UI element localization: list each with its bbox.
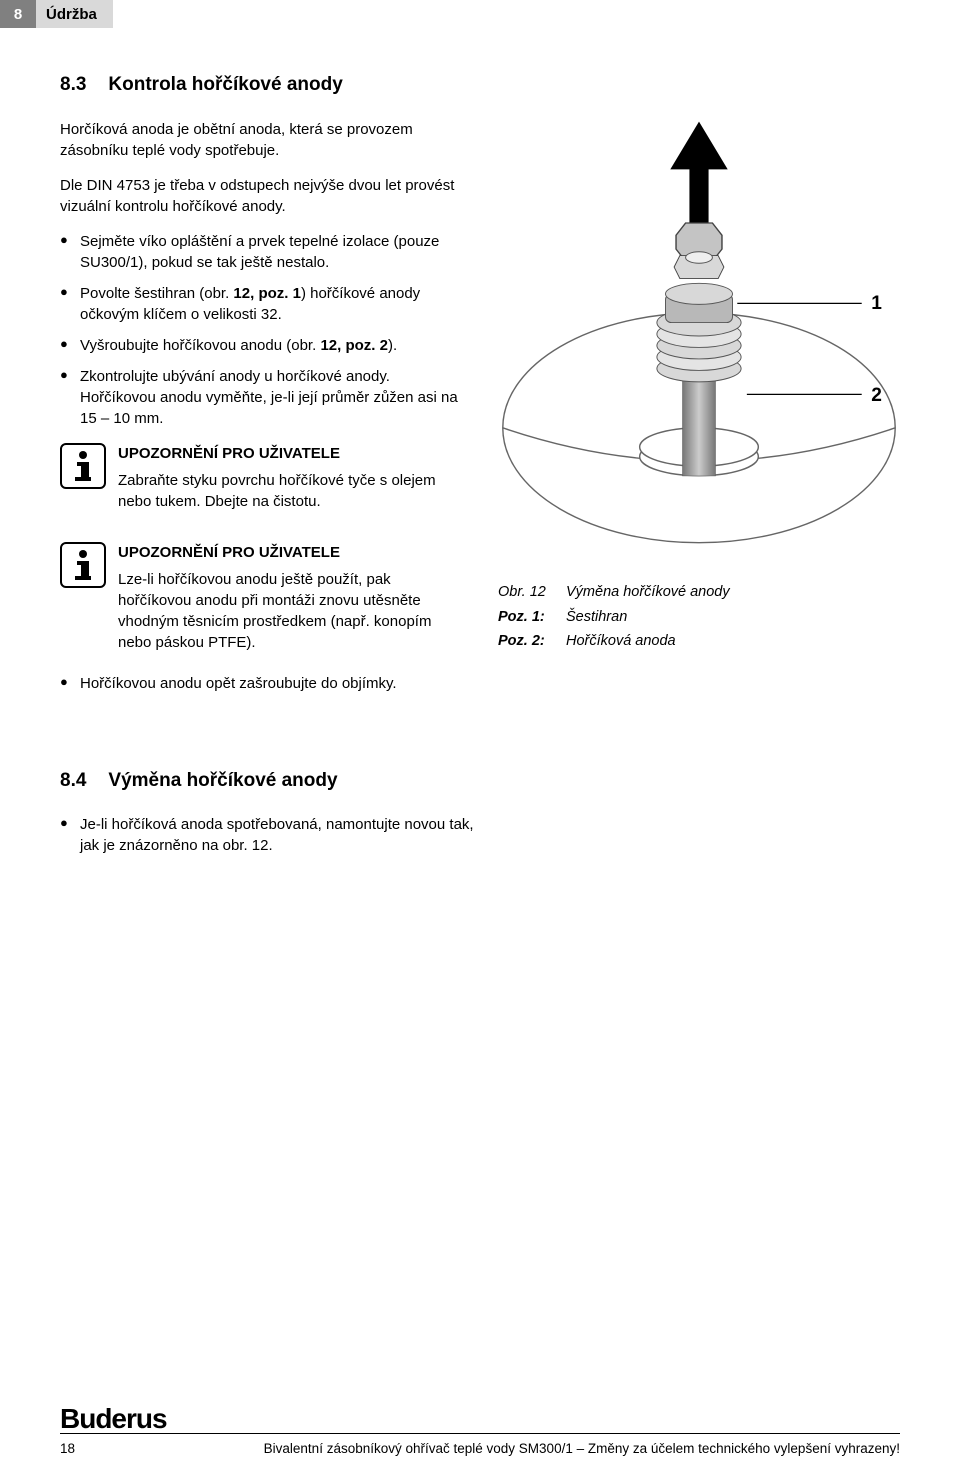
section-num: 8.3 — [60, 72, 86, 99]
left-column: 8.3 Kontrola hořčíkové anody Horčíková a… — [60, 72, 462, 708]
user-note-1: UPOZORNĚNÍ PRO UŽIVATELE Zabraňte styku … — [60, 443, 462, 512]
chapter-title: Údržba — [36, 0, 113, 28]
buderus-logo: Buderus — [60, 1403, 230, 1435]
page-footer: 18 Bivalentní zásobníkový ohřívač teplé … — [60, 1433, 900, 1459]
footer-text: Bivalentní zásobníkový ohřívač teplé vod… — [264, 1440, 900, 1459]
bullet-list-3: Je-li hořčíková anoda spotřebovaná, namo… — [60, 814, 480, 856]
two-column-layout: 8.3 Kontrola hořčíkové anody Horčíková a… — [60, 72, 900, 708]
section-84: 8.4 Výměna hořčíkové anody Je-li hořčíko… — [60, 768, 900, 857]
pos1-label: Poz. 1: — [498, 607, 556, 627]
right-column: 1 2 Obr. 12 Výměna hořčíkové anod — [498, 72, 900, 708]
note-text: UPOZORNĚNÍ PRO UŽIVATELE Zabraňte styku … — [118, 443, 462, 512]
info-icon — [60, 443, 106, 489]
user-note-2: UPOZORNĚNÍ PRO UŽIVATELE Lze-li hořčíkov… — [60, 542, 462, 653]
figure-title: Výměna hořčíkové anody — [566, 582, 730, 602]
note-body: Lze-li hořčíkovou anodu ještě použít, pa… — [118, 569, 462, 653]
svg-text:Buderus: Buderus — [60, 1403, 167, 1434]
page-content: 8.3 Kontrola hořčíkové anody Horčíková a… — [0, 72, 960, 856]
arrow-up-icon — [670, 122, 727, 227]
callout-1: 1 — [871, 293, 882, 314]
figure-label: Obr. 12 — [498, 582, 556, 602]
bullet-list-1: Sejměte víko opláštění a prvek tepelné i… — [60, 231, 462, 429]
section-title: Výměna hořčíkové anody — [108, 768, 337, 795]
pos2-label: Poz. 2: — [498, 631, 556, 651]
section-title: Kontrola hořčíkové anody — [108, 72, 342, 99]
figure-12: 1 2 — [498, 112, 900, 552]
note-body: Zabraňte styku povrchu hořčíkové tyče s … — [118, 470, 462, 512]
hex-nut — [674, 223, 724, 279]
bullet-item: Je-li hořčíková anoda spotřebovaná, namo… — [60, 814, 480, 856]
info-icon — [60, 542, 106, 588]
section-num: 8.4 — [60, 768, 86, 795]
note-heading: UPOZORNĚNÍ PRO UŽIVATELE — [118, 542, 462, 563]
pos1-text: Šestihran — [566, 607, 627, 627]
page-header: 8 Údržba — [0, 0, 960, 28]
intro-para-1: Horčíková anoda je obětní anoda, která s… — [60, 119, 462, 161]
note-heading: UPOZORNĚNÍ PRO UŽIVATELE — [118, 443, 462, 464]
anode-diagram: 1 2 — [498, 112, 900, 552]
intro-para-2: Dle DIN 4753 je třeba v odstupech nejvýš… — [60, 175, 462, 217]
figure-caption: Obr. 12 Výměna hořčíkové anody Poz. 1: Š… — [498, 582, 900, 651]
pos2-text: Hořčíková anoda — [566, 631, 676, 651]
bullet-item: Zkontrolujte ubývání anody u horčíkové a… — [60, 366, 462, 429]
bullet-list-2: Hořčíkovou anodu opět zašroubujte do obj… — [60, 673, 462, 694]
page-number: 18 — [60, 1440, 100, 1459]
callout-2: 2 — [871, 385, 882, 406]
note-text: UPOZORNĚNÍ PRO UŽIVATELE Lze-li hořčíkov… — [118, 542, 462, 653]
bullet-item: Vyšroubujte hořčíkovou anodu (obr. 12, p… — [60, 335, 462, 356]
section-heading-84: 8.4 Výměna hořčíkové anody — [60, 768, 900, 795]
bullet-item: Sejměte víko opláštění a prvek tepelné i… — [60, 231, 462, 273]
bullet-item: Hořčíkovou anodu opět zašroubujte do obj… — [60, 673, 462, 694]
bullet-item: Povolte šestihran (obr. 12, poz. 1) hořč… — [60, 283, 462, 325]
section-heading-83: 8.3 Kontrola hořčíkové anody — [60, 72, 462, 99]
chapter-number: 8 — [0, 0, 36, 28]
